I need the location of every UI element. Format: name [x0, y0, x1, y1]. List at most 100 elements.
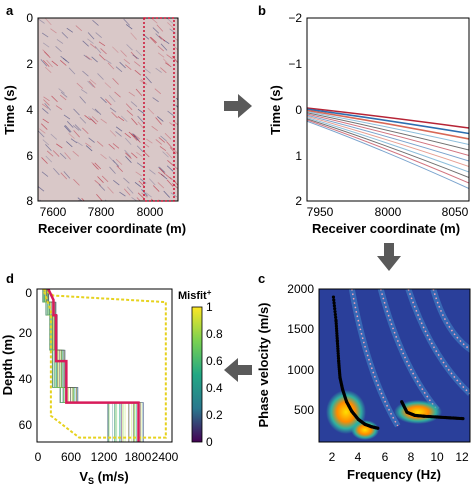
- wave-arrival: [307, 114, 469, 162]
- colorbar-tick: 0.4: [206, 381, 223, 395]
- panel-d-bounds: [42, 289, 167, 439]
- noise-streak: [124, 149, 131, 158]
- colorbar-title: Misfit+: [178, 288, 212, 302]
- picked-point: [334, 319, 338, 323]
- picked-point: [335, 336, 339, 340]
- noise-streak: [155, 33, 162, 40]
- panel-a-ytick: 2: [26, 57, 33, 71]
- panel-c-ytick: 2000: [287, 282, 314, 296]
- noise-streak: [124, 137, 132, 146]
- panel-c-xtick: 12: [455, 450, 469, 464]
- noise-streak: [125, 152, 132, 159]
- noise-streak: [91, 108, 99, 114]
- higher-mode-curve: [432, 289, 470, 351]
- panel-d-xtick: 1800: [125, 450, 152, 464]
- panel-d-image: [37, 289, 172, 442]
- picked-point: [336, 351, 340, 356]
- arrow-down-icon: [377, 243, 401, 271]
- panel-label-a: a: [6, 3, 14, 18]
- noise-streak: [115, 66, 123, 73]
- noise-streak: [123, 177, 130, 184]
- noise-streak: [45, 144, 52, 152]
- noise-streak: [77, 197, 83, 201]
- noise-streak: [131, 117, 138, 126]
- noise-streak: [126, 109, 134, 116]
- panel-b-ytick: 1: [295, 149, 302, 163]
- noise-streak: [151, 125, 158, 131]
- noise-streak: [144, 68, 151, 74]
- noise-streak: [157, 182, 165, 189]
- panel-b-ylabel: Time (s): [268, 85, 283, 135]
- panel-c-frame: [318, 288, 471, 443]
- wave-arrival: [307, 109, 469, 140]
- noise-streak: [159, 167, 166, 175]
- noise-streak: [166, 151, 173, 159]
- noise-streak: [66, 121, 74, 128]
- panel-d-frame: [36, 288, 173, 443]
- noise-streak: [137, 115, 144, 123]
- noise-streak: [133, 134, 141, 140]
- noise-streak: [169, 147, 177, 155]
- wave-arrival: [307, 117, 469, 173]
- noise-streak: [79, 96, 86, 104]
- noise-streak: [88, 80, 96, 89]
- dispersion-band: [405, 289, 470, 396]
- noise-streak: [43, 99, 50, 106]
- noise-streak: [44, 103, 51, 111]
- noise-streak: [154, 88, 162, 95]
- noise-streak: [46, 59, 53, 68]
- noise-streak: [92, 19, 99, 26]
- noise-streak: [157, 52, 165, 58]
- noise-streak: [112, 77, 119, 85]
- noise-streak: [140, 79, 148, 85]
- noise-streak: [107, 62, 115, 70]
- noise-streak: [40, 123, 48, 130]
- noise-streak: [76, 82, 84, 89]
- noise-streak: [139, 178, 147, 184]
- noise-streak: [55, 46, 62, 53]
- picked-point: [331, 295, 336, 299]
- colorbar: [191, 306, 203, 443]
- noise-streak: [123, 188, 131, 196]
- noise-streak: [158, 171, 165, 177]
- noise-streak: [61, 32, 69, 39]
- noise-streak: [123, 58, 131, 65]
- picked-point: [336, 354, 340, 358]
- noise-streak: [167, 22, 174, 29]
- picked-point: [336, 344, 340, 348]
- noise-streak: [63, 125, 71, 133]
- wave-arrival: [307, 107, 469, 129]
- noise-streak: [152, 97, 159, 103]
- noise-streak: [116, 165, 123, 173]
- noise-streak: [82, 40, 89, 47]
- noise-streak: [43, 51, 51, 59]
- ensemble-model: [48, 289, 157, 442]
- noise-streak: [72, 125, 80, 131]
- noise-streak: [62, 57, 70, 64]
- noise-streak: [83, 54, 90, 60]
- noise-streak: [112, 143, 120, 149]
- panel-a-frame: [37, 17, 179, 202]
- noise-streak: [75, 25, 83, 32]
- noise-streak: [89, 79, 97, 85]
- noise-streak: [150, 36, 157, 43]
- noise-streak: [97, 73, 104, 80]
- noise-streak: [113, 180, 120, 186]
- noise-streak: [42, 139, 50, 146]
- noise-streak: [51, 95, 58, 103]
- picked-point: [336, 356, 341, 360]
- noise-streak: [46, 150, 54, 157]
- noise-streak: [108, 143, 115, 150]
- noise-streak: [137, 108, 145, 114]
- noise-streak: [155, 67, 162, 73]
- panel-a-xtick: 8000: [137, 205, 164, 219]
- panel-c-xtick: 2: [329, 450, 336, 464]
- wave-arrival: [307, 113, 469, 156]
- noise-streak: [87, 80, 94, 88]
- wave-arrival: [307, 120, 469, 189]
- noise-streak: [132, 54, 139, 60]
- panel-c-xticks: 2 4 6 8 10 12: [329, 450, 469, 464]
- noise-streak: [108, 94, 116, 103]
- panel-a-ytick: 6: [26, 149, 33, 163]
- noise-streak: [134, 181, 142, 188]
